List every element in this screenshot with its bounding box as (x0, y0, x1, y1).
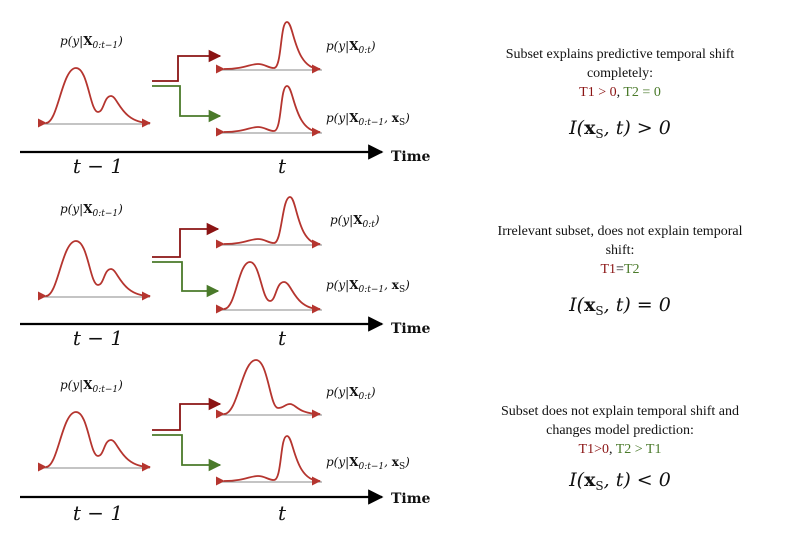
description-line-1: Subset does not explain temporal shift a… (501, 404, 739, 419)
split-arrow-red (152, 397, 222, 431)
condition-line: T1>0, T2 > T1 (579, 442, 662, 457)
description-line-2: changes model prediction: (546, 423, 694, 438)
label-prev-dist: p(y|X0:t−1) (60, 34, 123, 51)
curve-bottom (215, 435, 321, 486)
split-arrow-red (152, 49, 222, 82)
description-line-2: completely: (587, 66, 653, 81)
time-label: Time (391, 149, 431, 165)
tick-prev: t − 1 (73, 154, 123, 178)
split-arrow-green (152, 85, 222, 123)
mutual-info-equation: I(xS, t) > 0 (568, 117, 671, 141)
curve-bottom (215, 261, 321, 314)
time-label: Time (391, 321, 431, 337)
label-prev-dist: p(y|X0:t−1) (60, 378, 123, 395)
panel-1: p(y|X0:t−1) p(y|X0:t) p(y|X0:t−1, xS) Ti… (20, 21, 735, 178)
label-top-dist: p(y|X0:t) (326, 385, 376, 402)
split-arrow-green (152, 434, 222, 472)
label-top-dist: p(y|X0:t) (326, 39, 376, 56)
split-arrow-green (152, 261, 220, 298)
curve-prev (37, 67, 151, 128)
curve-top (215, 359, 321, 419)
description-line-1: Irrelevant subset, does not explain temp… (498, 224, 743, 239)
label-top-dist: p(y|X0:t) (330, 213, 380, 230)
panel-3: p(y|X0:t−1) p(y|X0:t) p(y|X0:t−1, xS) Ti… (20, 359, 739, 525)
panel-2: p(y|X0:t−1) p(y|X0:t) p(y|X0:t−1, xS) Ti… (20, 196, 743, 350)
tick-now: t (278, 501, 287, 525)
condition-line: T1=T2 (600, 262, 639, 277)
mutual-info-equation: I(xS, t) = 0 (568, 294, 671, 318)
mutual-info-equation: I(xS, t) < 0 (568, 469, 671, 493)
tick-prev: t − 1 (73, 501, 123, 525)
tick-now: t (278, 154, 287, 178)
description-line-2: shift: (606, 243, 635, 258)
label-prev-dist: p(y|X0:t−1) (60, 202, 123, 219)
description-line-1: Subset explains predictive temporal shif… (506, 47, 735, 62)
condition-line: T1 > 0, T2 = 0 (579, 85, 661, 100)
tick-now: t (278, 326, 287, 350)
split-arrow-red (152, 222, 220, 258)
time-label: Time (391, 491, 431, 507)
label-bottom-dist: p(y|X0:t−1, xS) (326, 111, 410, 128)
curve-bottom (215, 85, 321, 137)
curve-top (215, 196, 321, 249)
label-bottom-dist: p(y|X0:t−1, xS) (326, 455, 410, 472)
tick-prev: t − 1 (73, 326, 123, 350)
curve-prev (37, 240, 151, 301)
label-bottom-dist: p(y|X0:t−1, xS) (326, 278, 410, 295)
curve-prev (37, 411, 151, 472)
curve-top (215, 21, 321, 74)
